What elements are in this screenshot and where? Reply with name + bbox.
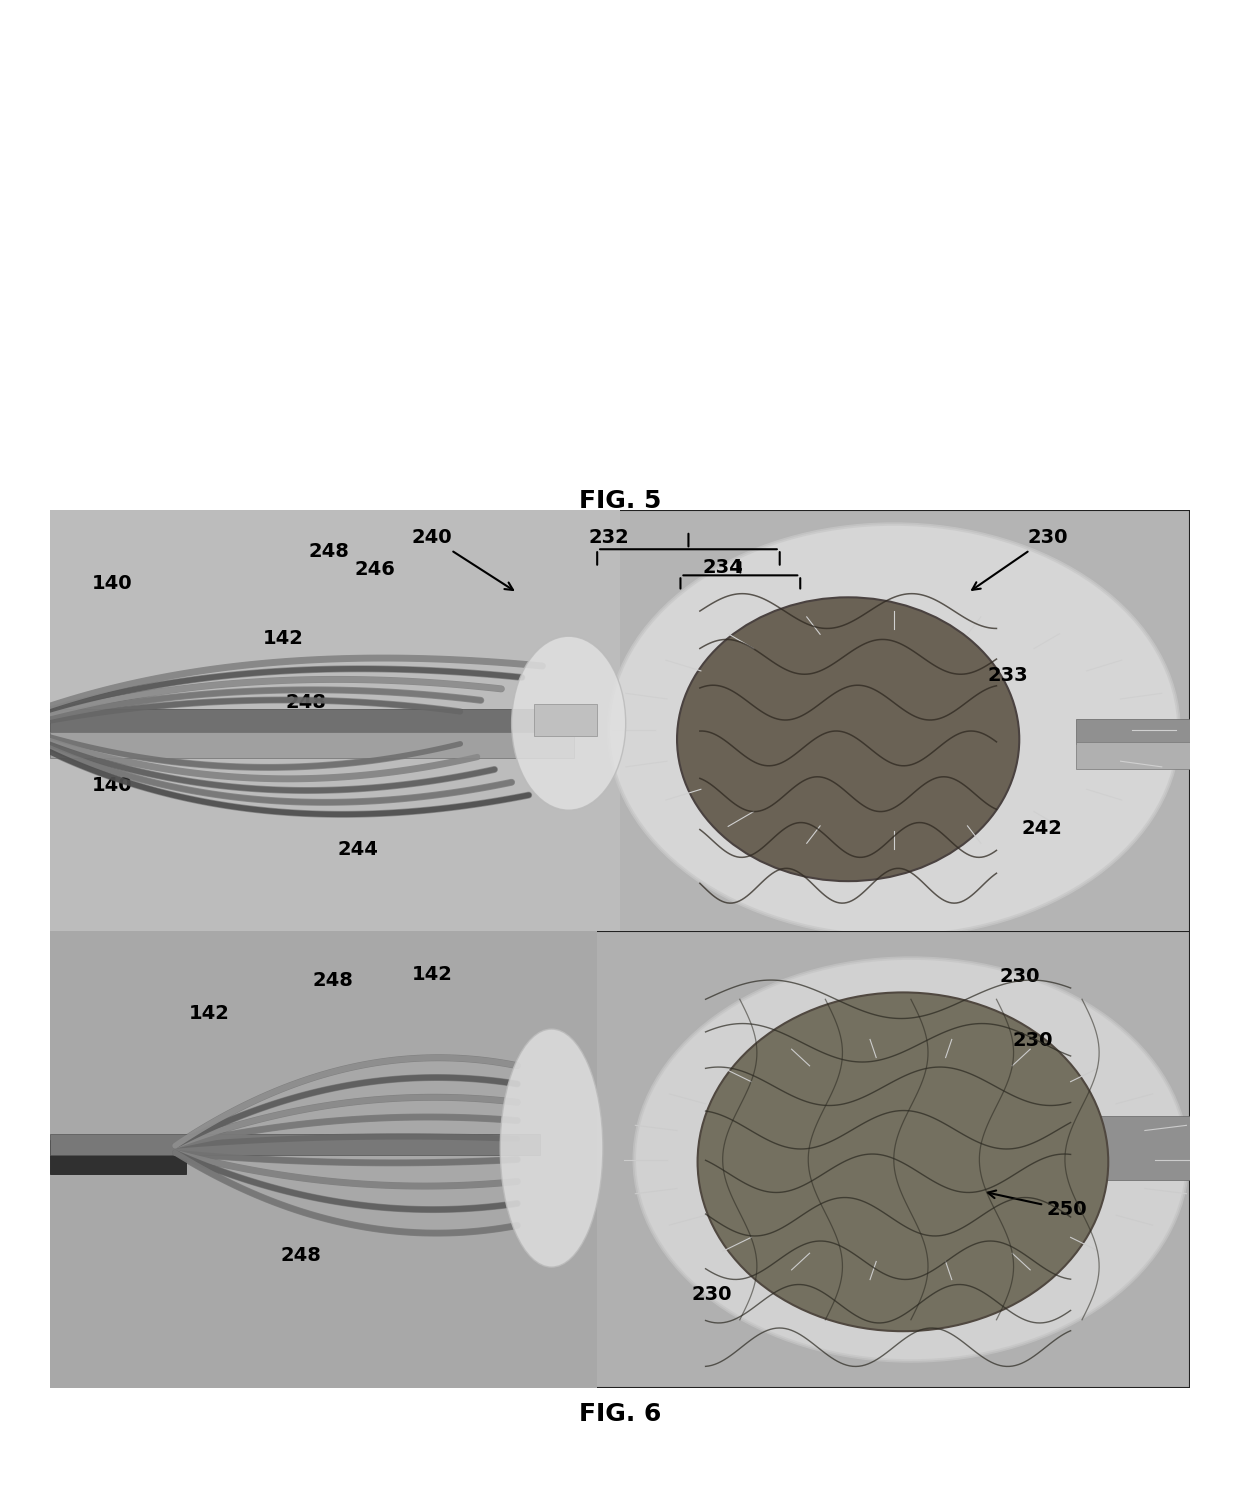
Polygon shape: [50, 510, 620, 968]
Text: 244: 244: [337, 839, 378, 859]
Text: 246: 246: [355, 560, 396, 579]
Bar: [1087, 1117, 1190, 1180]
Text: 250: 250: [988, 1190, 1087, 1219]
Text: 142: 142: [412, 965, 453, 983]
Text: 230: 230: [999, 967, 1039, 986]
Bar: [534, 704, 598, 735]
Text: 142: 142: [188, 1004, 229, 1022]
Bar: [1076, 743, 1190, 769]
Text: 248: 248: [309, 542, 350, 561]
Ellipse shape: [677, 597, 1019, 881]
Polygon shape: [50, 710, 585, 732]
Ellipse shape: [500, 1030, 603, 1267]
Text: 233: 233: [987, 665, 1028, 684]
Text: 248: 248: [312, 971, 353, 991]
Bar: [50, 1141, 186, 1174]
Text: 140: 140: [92, 573, 133, 593]
Ellipse shape: [609, 524, 1179, 937]
Ellipse shape: [698, 992, 1109, 1331]
Polygon shape: [50, 1135, 541, 1154]
Text: 248: 248: [280, 1246, 321, 1265]
Text: 240: 240: [412, 528, 513, 590]
Polygon shape: [50, 931, 598, 1388]
Ellipse shape: [634, 958, 1188, 1361]
Text: 242: 242: [1022, 820, 1063, 838]
Text: FIG. 5: FIG. 5: [579, 489, 661, 513]
Text: 230: 230: [972, 528, 1068, 590]
Polygon shape: [50, 732, 574, 758]
Text: 142: 142: [263, 629, 304, 648]
Text: 140: 140: [92, 776, 133, 794]
Text: 230: 230: [691, 1285, 732, 1304]
Text: 248: 248: [286, 693, 326, 711]
Text: FIG. 6: FIG. 6: [579, 1402, 661, 1426]
Bar: [1076, 719, 1190, 744]
Ellipse shape: [512, 636, 626, 811]
Text: 230: 230: [1013, 1031, 1053, 1051]
Text: 234: 234: [702, 558, 743, 576]
Text: 232: 232: [588, 528, 629, 548]
